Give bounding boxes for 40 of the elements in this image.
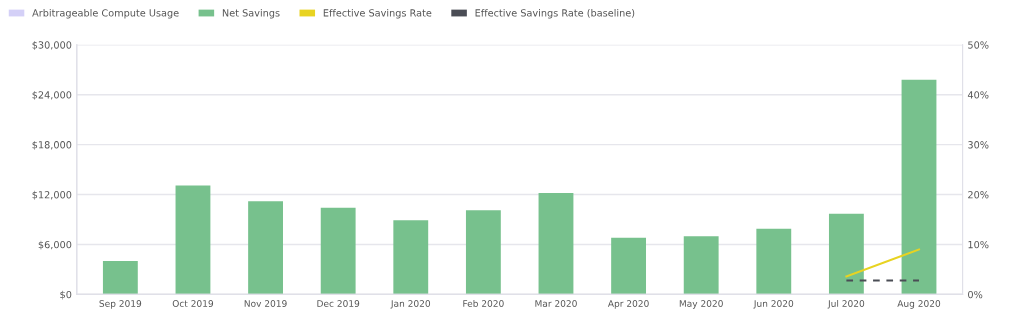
- x-tick-label: Aug 2020: [897, 300, 941, 309]
- bar: [538, 192, 574, 295]
- y2-tick-label: 50%: [968, 41, 989, 49]
- x-tick-label: Nov 2019: [244, 300, 287, 307]
- y-tick-label: $6,000: [38, 240, 72, 250]
- bar: [102, 261, 138, 295]
- bar: [465, 210, 501, 295]
- y2-tick-label: 10%: [968, 240, 989, 249]
- y-tick-label: $18,000: [32, 140, 72, 150]
- x-tick-label: Sep 2019: [99, 300, 142, 309]
- x-tick-label: Oct 2019: [172, 300, 214, 307]
- legend-label: Effective Savings Rate (baseline): [475, 9, 635, 19]
- x-tick-label: Dec 2019: [317, 300, 360, 307]
- x-tick-label: Jul 2020: [827, 299, 865, 309]
- bar: [611, 237, 647, 295]
- x-tick-label: Feb 2020: [463, 299, 504, 307]
- y-tick-label: $30,000: [32, 41, 72, 50]
- bar: [756, 228, 792, 295]
- bar: [248, 201, 283, 295]
- legend-label: Net Savings: [222, 9, 280, 19]
- bar: [393, 220, 429, 295]
- bar: [901, 79, 937, 295]
- x-tick-label: Apr 2020: [607, 300, 649, 309]
- bar: [320, 207, 356, 295]
- bar: [175, 185, 211, 295]
- y2-tick-label: 0%: [968, 290, 983, 299]
- x-tick-label: Mar 2020: [535, 300, 577, 307]
- x-tick-label: May 2020: [679, 300, 723, 309]
- bar: [828, 213, 864, 295]
- x-tick-label: Jun 2020: [753, 300, 794, 309]
- y-tick-label: $24,000: [32, 91, 72, 100]
- y2-tick-label: 40%: [967, 91, 989, 99]
- legend-label: Arbitrageable Compute Usage: [32, 9, 179, 19]
- x-tick-label: Jan 2020: [390, 300, 431, 309]
- y-tick-label: $12,000: [32, 190, 72, 200]
- bar: [683, 236, 719, 295]
- y2-tick-label: 20%: [968, 191, 989, 199]
- y2-tick-label: 30%: [968, 141, 989, 149]
- legend-label: Effective Savings Rate: [323, 9, 432, 19]
- y-tick-label: $0: [60, 290, 72, 300]
